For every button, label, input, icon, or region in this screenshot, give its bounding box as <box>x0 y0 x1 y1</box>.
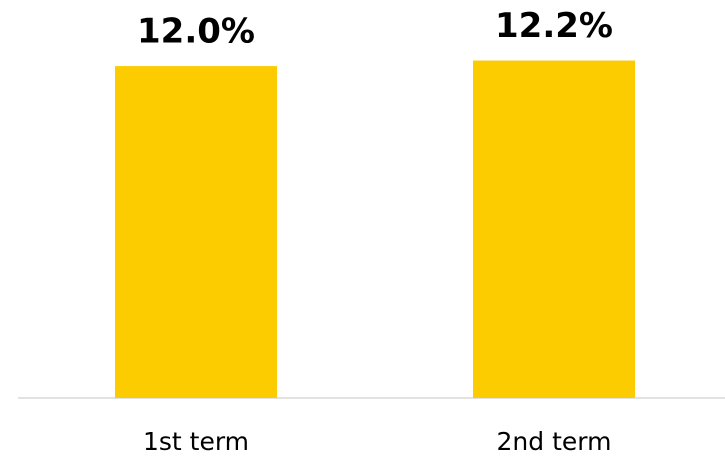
x-tick-label: 2nd term <box>497 427 612 456</box>
bar <box>115 66 277 398</box>
bar <box>473 60 635 398</box>
x-tick-label: 1st term <box>143 427 249 456</box>
data-label: 12.0% <box>137 12 255 52</box>
data-label: 12.2% <box>495 6 613 46</box>
